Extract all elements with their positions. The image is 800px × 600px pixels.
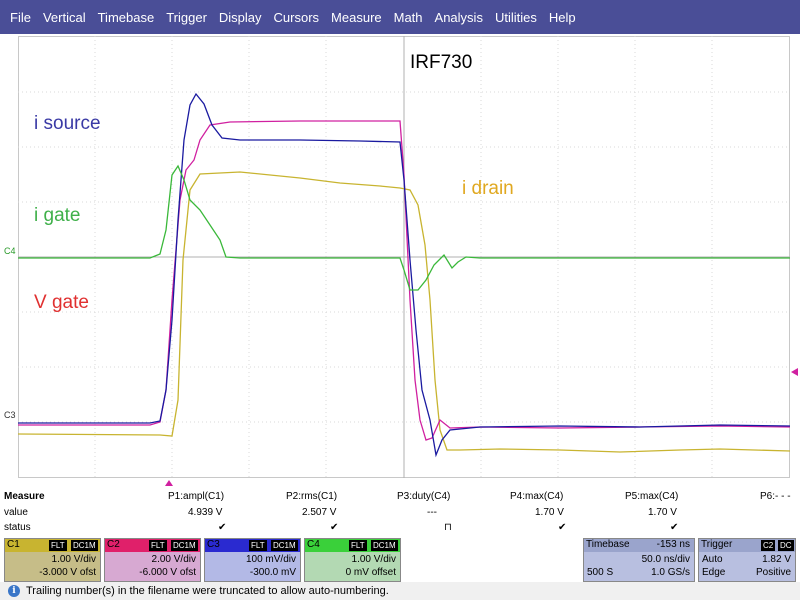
channel-c3-box[interactable]: C3 FLT DC1M 100 mV/div -300.0 mV: [204, 538, 301, 582]
param-p5-status-icon: ✔: [670, 522, 679, 533]
param-p1-name[interactable]: P1:ampl(C1): [168, 491, 225, 502]
trace-c3: [18, 92, 791, 458]
trigger-coupling-badge: DC: [778, 540, 794, 551]
menu-trigger[interactable]: Trigger: [166, 9, 207, 25]
param-p4-status-icon: ✔: [558, 522, 567, 533]
label-i-drain: i drain: [462, 178, 514, 199]
status-message: Trailing number(s) in the filename were …: [26, 585, 389, 597]
trigger-label: Trigger: [701, 539, 733, 550]
channel-c2-scale: 2.00 V/div: [151, 554, 196, 565]
measure-table: Measure P1:ampl(C1) P2:rms(C1) P3:duty(C…: [0, 488, 800, 536]
measure-title: Measure: [4, 491, 45, 502]
menu-timebase[interactable]: Timebase: [97, 9, 155, 25]
channel-c3-scale: 100 mV/div: [245, 554, 296, 565]
menu-bar: File Vertical Timebase Trigger Display C…: [0, 0, 800, 34]
param-p1-status-icon: ✔: [218, 522, 227, 533]
menu-cursors[interactable]: Cursors: [273, 9, 320, 25]
param-p3-value: ---: [427, 507, 437, 518]
info-icon: i: [8, 585, 20, 597]
scope-title: IRF730: [410, 52, 473, 73]
status-row-label: status: [4, 522, 31, 533]
channel-descriptors: C1 FLT DC1M 1.00 V/div -3.000 V ofst C2 …: [0, 538, 800, 582]
channel-c3-tag: C3: [207, 539, 220, 550]
channel-c4-coupling-badge: DC1M: [371, 540, 398, 551]
grid-lines: [18, 36, 790, 478]
param-p5-value: 1.70 V: [648, 507, 677, 518]
measure-value-row: value 4.939 V 2.507 V --- 1.70 V 1.70 V: [0, 507, 800, 523]
channel-c4-scale: 1.00 V/div: [351, 554, 396, 565]
channel-c2-box[interactable]: C2 FLT DC1M 2.00 V/div -6.000 V ofst: [104, 538, 201, 582]
menu-file[interactable]: File: [10, 9, 31, 25]
channel-c1-offset: -3.000 V ofst: [39, 567, 96, 578]
channel-c1-coupling-badge: DC1M: [71, 540, 98, 551]
trigger-level: 1.82 V: [762, 554, 791, 565]
timebase-delay: -153 ns: [656, 539, 690, 550]
trace-c1: [17, 171, 791, 453]
menu-analysis[interactable]: Analysis: [434, 9, 483, 25]
trigger-box[interactable]: Trigger C2 DC Auto 1.82 V Edge Positive: [698, 538, 796, 582]
param-p1-value: 4.939 V: [188, 507, 223, 518]
channel-c2-offset: -6.000 V ofst: [139, 567, 196, 578]
trigger-source-badge: C2: [761, 540, 776, 551]
channel-c4-box[interactable]: C4 FLT DC1M 1.00 V/div 0 mV offset: [304, 538, 401, 582]
label-i-source: i source: [34, 113, 101, 134]
channel-c3-filter-badge: FLT: [249, 540, 267, 551]
param-p3-status-icon: ⊓: [444, 522, 452, 533]
label-i-gate: i gate: [34, 205, 81, 226]
channel-c4-offset: 0 mV offset: [345, 567, 396, 578]
menu-utilities[interactable]: Utilities: [494, 9, 537, 25]
menu-display[interactable]: Display: [218, 9, 262, 25]
trigger-time-marker: [165, 480, 173, 486]
param-p6-name[interactable]: P6:- - -: [760, 491, 791, 502]
channel-c2-coupling-badge: DC1M: [171, 540, 198, 551]
channel-marker-c3[interactable]: C3: [4, 410, 16, 420]
param-p2-status-icon: ✔: [330, 522, 339, 533]
menu-help[interactable]: Help: [548, 9, 576, 25]
menu-measure[interactable]: Measure: [331, 9, 382, 25]
measure-header-row: Measure P1:ampl(C1) P2:rms(C1) P3:duty(C…: [0, 491, 800, 507]
channel-marker-c4[interactable]: C4: [4, 246, 16, 256]
channel-c2-tag: C2: [107, 539, 120, 550]
param-p4-name[interactable]: P4:max(C4): [510, 491, 564, 502]
label-v-gate: V gate: [34, 292, 89, 313]
param-p5-name[interactable]: P5:max(C4): [625, 491, 679, 502]
channel-c3-coupling-badge: DC1M: [271, 540, 298, 551]
channel-c4-filter-badge: FLT: [349, 540, 367, 551]
timebase-div: 50.0 ns/div: [641, 554, 690, 565]
channel-c4-tag: C4: [307, 539, 320, 550]
channel-c3-offset: -300.0 mV: [249, 567, 296, 578]
timebase-samples: 500 S: [587, 567, 614, 578]
status-line: i Trailing number(s) in the filename wer…: [0, 582, 800, 600]
param-p3-name[interactable]: P3:duty(C4): [397, 491, 451, 502]
param-p2-name[interactable]: P2:rms(C1): [286, 491, 338, 502]
trigger-mode: Auto: [702, 554, 723, 565]
trace-c4: [18, 164, 790, 291]
waveform-display[interactable]: [0, 0, 800, 490]
param-p2-value: 2.507 V: [302, 507, 337, 518]
trigger-type: Edge: [702, 567, 726, 578]
channel-c1-tag: C1: [7, 539, 20, 550]
param-p4-value: 1.70 V: [535, 507, 564, 518]
timebase-label: Timebase: [586, 539, 630, 550]
menu-math[interactable]: Math: [393, 9, 423, 25]
channel-c1-scale: 1.00 V/div: [51, 554, 96, 565]
menu-vertical[interactable]: Vertical: [42, 9, 86, 25]
timebase-rate: 1.0 GS/s: [651, 567, 690, 578]
channel-c2-filter-badge: FLT: [149, 540, 167, 551]
trigger-slope: Positive: [755, 567, 791, 578]
measure-status-row: status ✔ ✔ ⊓ ✔ ✔: [0, 522, 800, 538]
trigger-level-marker: [791, 368, 798, 376]
channel-c1-filter-badge: FLT: [49, 540, 67, 551]
channel-c1-box[interactable]: C1 FLT DC1M 1.00 V/div -3.000 V ofst: [4, 538, 101, 582]
timebase-box[interactable]: Timebase -153 ns 50.0 ns/div 500 S 1.0 G…: [583, 538, 695, 582]
value-row-label: value: [4, 507, 28, 518]
